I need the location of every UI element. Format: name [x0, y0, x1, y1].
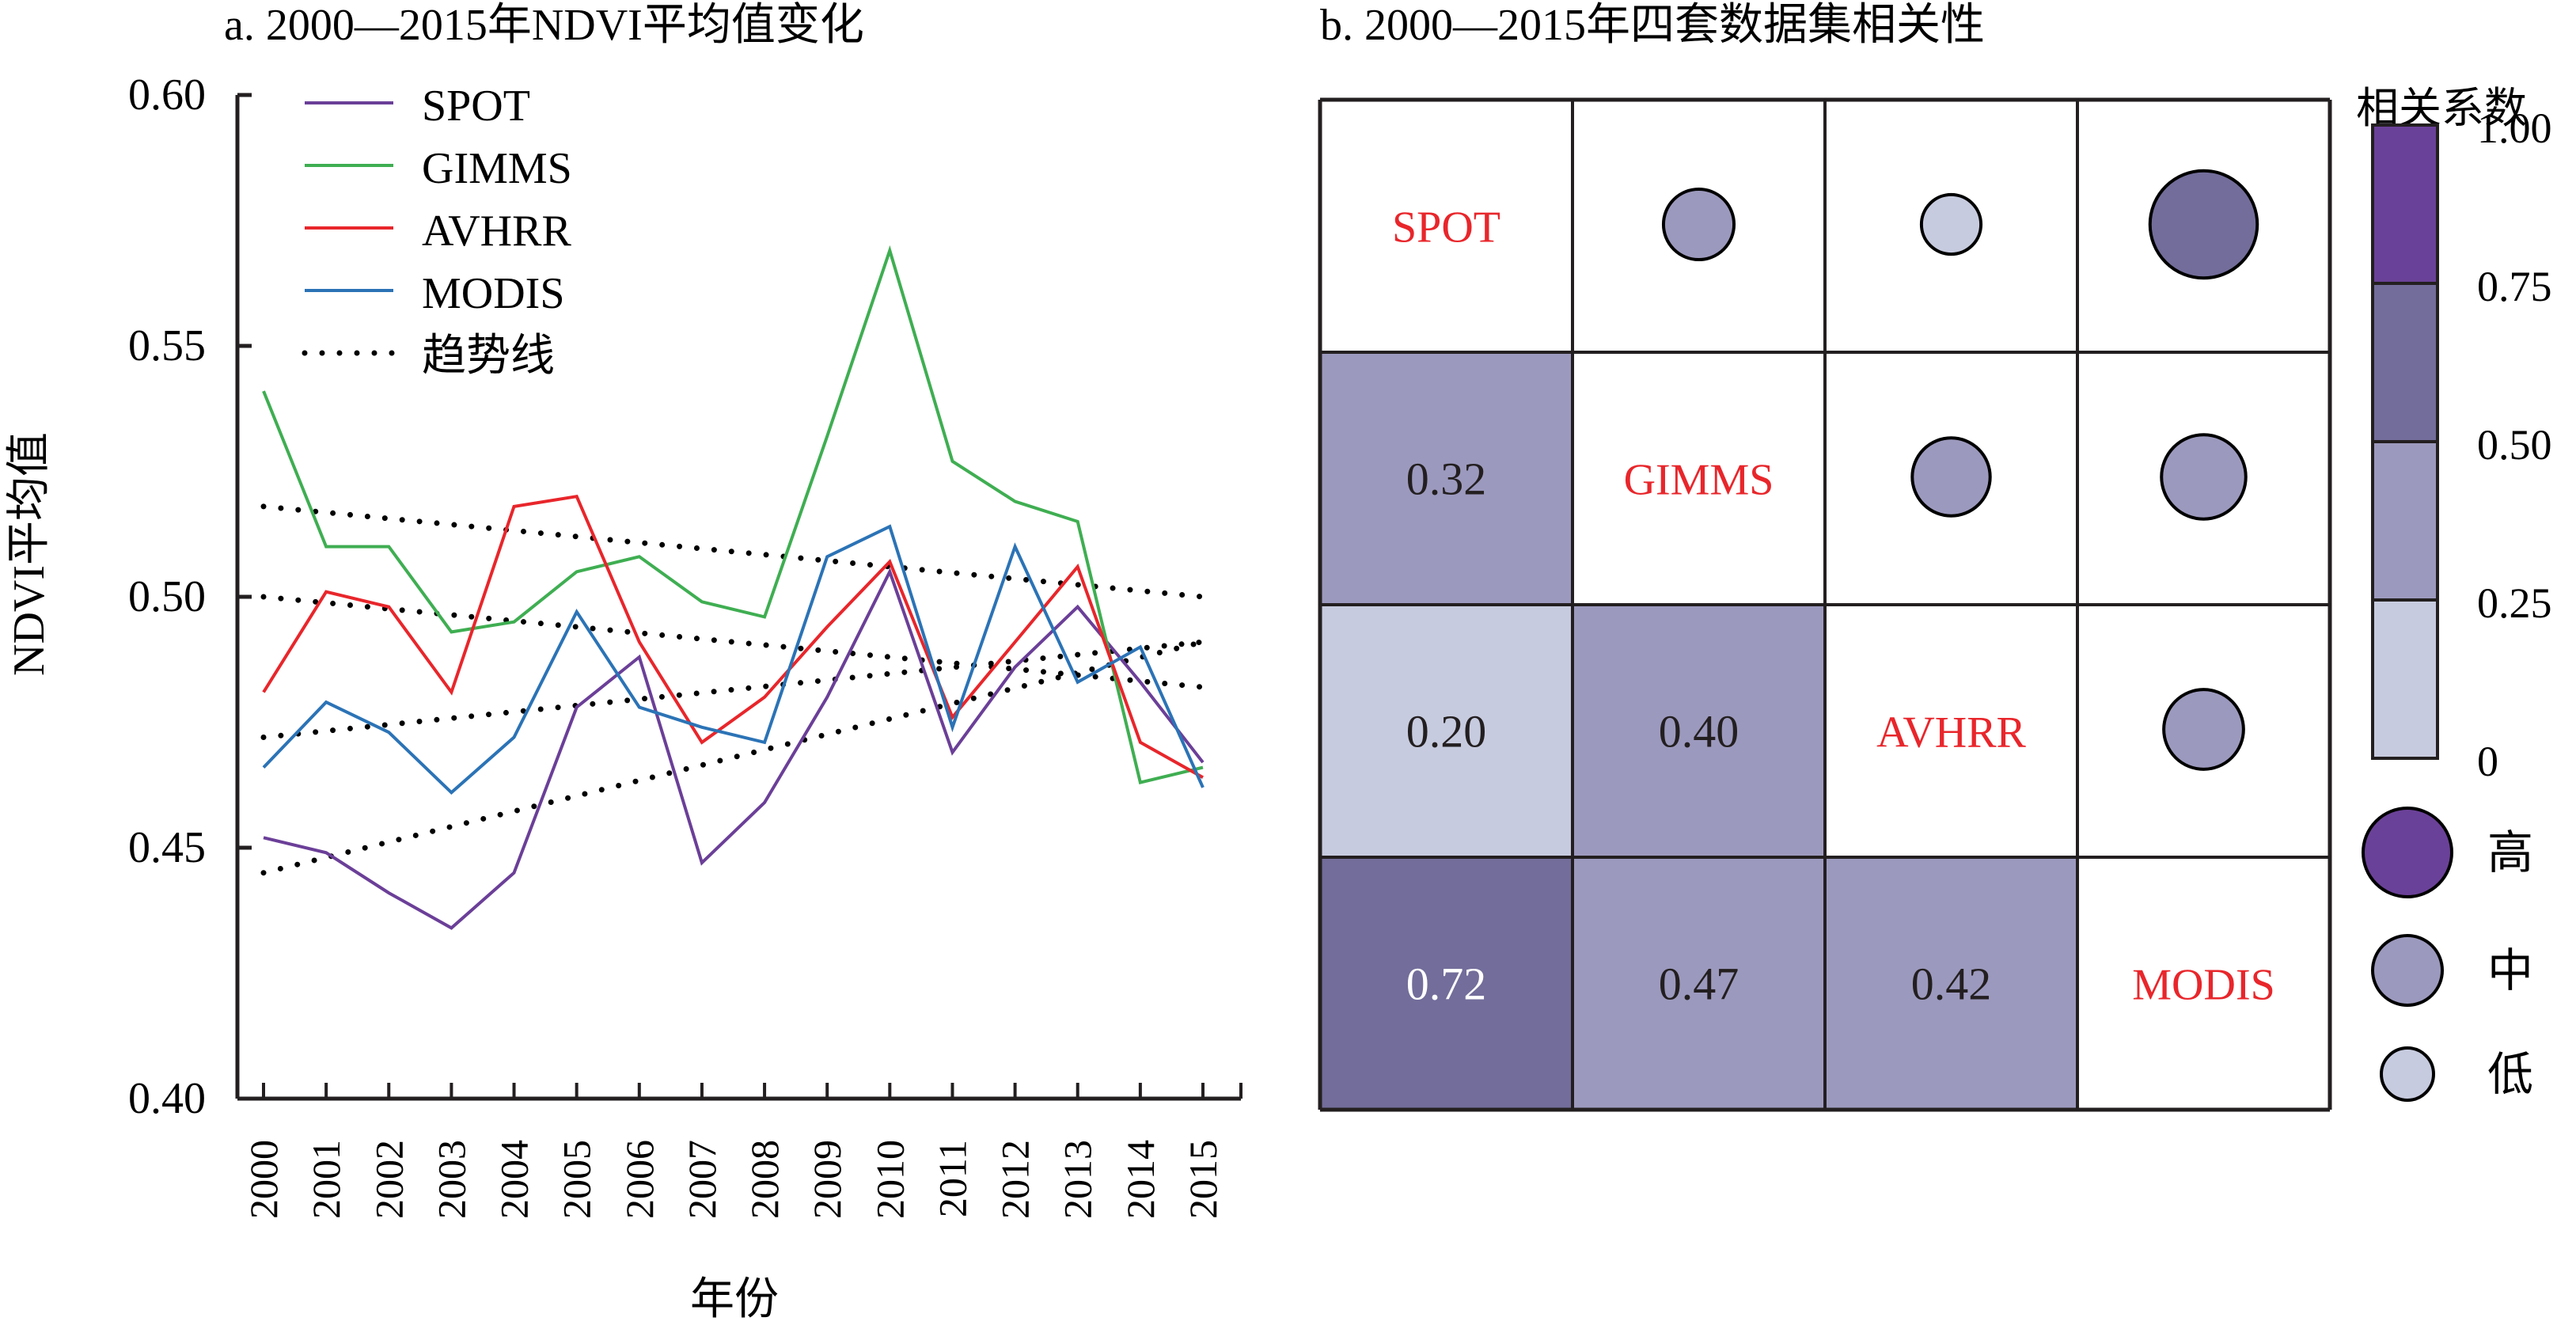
dataset-label-spot: SPOT: [1392, 203, 1500, 252]
colorbar-bin: [2371, 440, 2439, 602]
size-legend-circle: [2362, 807, 2453, 898]
matrix-cell-value: [1320, 605, 1573, 857]
colorbar-tick-label: 0: [2477, 738, 2498, 785]
x-tick-label: 2007: [680, 1140, 724, 1219]
correlation-circle: [2148, 169, 2259, 280]
matrix-cell-value: [1573, 857, 1825, 1110]
correlation-value: 0.40: [1659, 706, 1739, 757]
trendline-gimms: [260, 503, 1206, 600]
colorbar-tick-label: 0.25: [2477, 579, 2552, 627]
matrix-grid: [1318, 97, 2332, 1112]
x-tick-label: 2015: [1181, 1140, 1225, 1219]
correlation-circle: [2162, 688, 2245, 771]
matrix-cell-diagonal: [1825, 605, 2077, 857]
correlation-value: 0.47: [1659, 959, 1739, 1010]
x-tick-label: 2014: [1118, 1140, 1163, 1219]
panel-b-title: b. 2000—2015年四套数据集相关性: [1320, 1, 1985, 50]
legend: SPOT GIMMS AVHRR MODIS 趋势线: [302, 82, 572, 381]
correlation-circle: [1919, 192, 1983, 256]
series-line-gimms: [262, 245, 1204, 785]
matrix-cell-diagonal: [2077, 857, 2330, 1110]
trendline-avhrr: [260, 594, 1206, 690]
legend-label: AVHRR: [422, 207, 571, 256]
trendline-modis: [260, 639, 1206, 741]
colorbar-bin: [2371, 598, 2439, 760]
x-tick-label: 2002: [366, 1140, 411, 1219]
correlation-value: 0.20: [1406, 706, 1487, 757]
legend-label: GIMMS: [422, 144, 572, 193]
correlation-value: 0.42: [1911, 959, 1992, 1010]
matrix-cells: SPOT 0.32 GIMMS 0.20 0.40 AVHRR 0.72 0.47 0.42 MO…: [1320, 100, 2330, 1110]
dataset-label-avhrr: AVHRR: [1876, 708, 2026, 757]
y-tick-label: 0.50: [128, 572, 206, 621]
x-tick-label: 2006: [617, 1140, 662, 1219]
matrix-cell-value: [1573, 605, 1825, 857]
matrix-cell-diagonal: [1320, 100, 1573, 352]
x-tick-label: 2010: [867, 1140, 912, 1219]
colorbar-tick-label: 0.75: [2477, 263, 2552, 310]
x-tick-label: 2013: [1056, 1140, 1100, 1219]
series-line-spot: [263, 568, 1205, 930]
x-tick-label: 2004: [492, 1140, 537, 1219]
x-tick-label: 2008: [742, 1140, 787, 1219]
size-legend-circle: [2380, 1046, 2435, 1102]
correlation-value: 0.72: [1406, 959, 1487, 1010]
x-axis-label: 年份: [690, 1275, 779, 1324]
y-tick-label: 0.60: [128, 70, 206, 120]
panel-a-title: a. 2000—2015年NDVI平均值变化: [224, 1, 864, 50]
x-tick-label: 2009: [805, 1140, 849, 1219]
correlation-value: 0.32: [1406, 454, 1487, 505]
panel-b-correlation-matrix: b. 2000—2015年四套数据集相关性 SPOT 0.32 GIMMS 0.20 0…: [1318, 1, 2552, 1112]
correlation-circle: [1910, 436, 1992, 518]
x-tick-label: 2011: [930, 1140, 974, 1217]
y-tick-label: 0.45: [128, 823, 206, 872]
series-line-avhrr: [262, 494, 1204, 779]
correlation-circle: [2160, 433, 2248, 521]
matrix-cell-diagonal: [1573, 352, 1825, 605]
trendlines: [260, 503, 1206, 876]
x-tick-label: 2003: [429, 1140, 473, 1219]
y-axis-label: NDVI平均值: [5, 432, 54, 676]
colorbar-bin: [2371, 282, 2439, 443]
matrix-cell-value: [1320, 352, 1573, 605]
x-tick-label: 2005: [555, 1140, 599, 1219]
colorbar-bin: [2371, 123, 2439, 285]
x-tick-label: 2000: [241, 1140, 286, 1219]
legend-label: 趋势线: [422, 332, 555, 381]
size-legend-label: 中: [2487, 945, 2533, 997]
dataset-label-modis: MODIS: [2132, 961, 2274, 1010]
size-legend-circle: [2371, 934, 2444, 1007]
series-line-modis: [262, 524, 1205, 795]
y-tick-label: 0.40: [128, 1074, 206, 1123]
panel-a-line-chart: a. 2000—2015年NDVI平均值变化 0.600.550.500.450…: [5, 1, 1242, 1324]
correlation-circle: [1661, 187, 1736, 262]
trendline-spot: [260, 639, 1206, 876]
size-legend: 高中低: [2362, 807, 2533, 1102]
y-tick-label: 0.55: [128, 321, 206, 370]
size-legend-label: 高: [2487, 827, 2533, 879]
x-tick-label: 2012: [993, 1140, 1038, 1219]
matrix-cell-value: [1825, 857, 2077, 1110]
size-legend-label: 低: [2487, 1049, 2533, 1100]
colorbar: 相关系数 1.000.750.500.250: [2356, 85, 2552, 785]
x-axis: 2000 2001 2002 2003 2004 2005 2006 2007 2008 2009…: [237, 1083, 1242, 1219]
colorbar-tick-label: 1.00: [2477, 104, 2552, 152]
x-tick-label: 2001: [304, 1140, 348, 1219]
legend-label: SPOT: [422, 82, 530, 131]
dataset-label-gimms: GIMMS: [1624, 456, 1774, 505]
series-lines: [262, 245, 1205, 930]
matrix-cell-value: [1320, 857, 1573, 1110]
colorbar-tick-label: 0.50: [2477, 421, 2552, 469]
y-axis: 0.60 0.55 0.50 0.45 0.40: [128, 70, 252, 1123]
legend-label: MODIS: [422, 269, 564, 318]
